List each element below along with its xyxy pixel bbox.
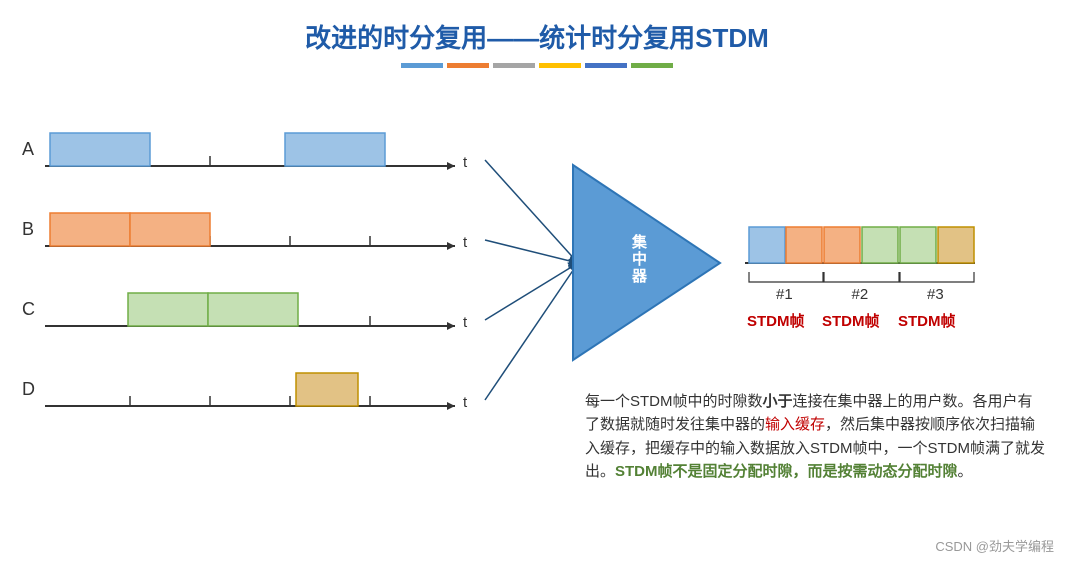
row-label-C: C — [22, 299, 35, 320]
row-label-A: A — [22, 139, 34, 160]
concentrator-label: 集中器 — [628, 234, 649, 285]
stdm-frame-label: STDM帧 — [822, 310, 880, 331]
time-label: t — [463, 154, 467, 171]
time-label: t — [463, 314, 467, 331]
explanation-text: 每一个STDM帧中的时隙数小于连接在集中器上的用户数。各用户有了数据就随时发往集… — [585, 390, 1045, 483]
frame-index-label: #3 — [927, 286, 944, 303]
time-label: t — [463, 234, 467, 251]
stdm-frame-label: STDM帧 — [747, 310, 805, 331]
stdm-frame-label: STDM帧 — [898, 310, 956, 331]
frame-index-label: #1 — [776, 286, 793, 303]
frame-index-label: #2 — [852, 286, 869, 303]
attribution-text: CSDN @劲夫学编程 — [935, 536, 1054, 555]
time-label: t — [463, 394, 467, 411]
row-label-B: B — [22, 219, 34, 240]
row-label-D: D — [22, 379, 35, 400]
